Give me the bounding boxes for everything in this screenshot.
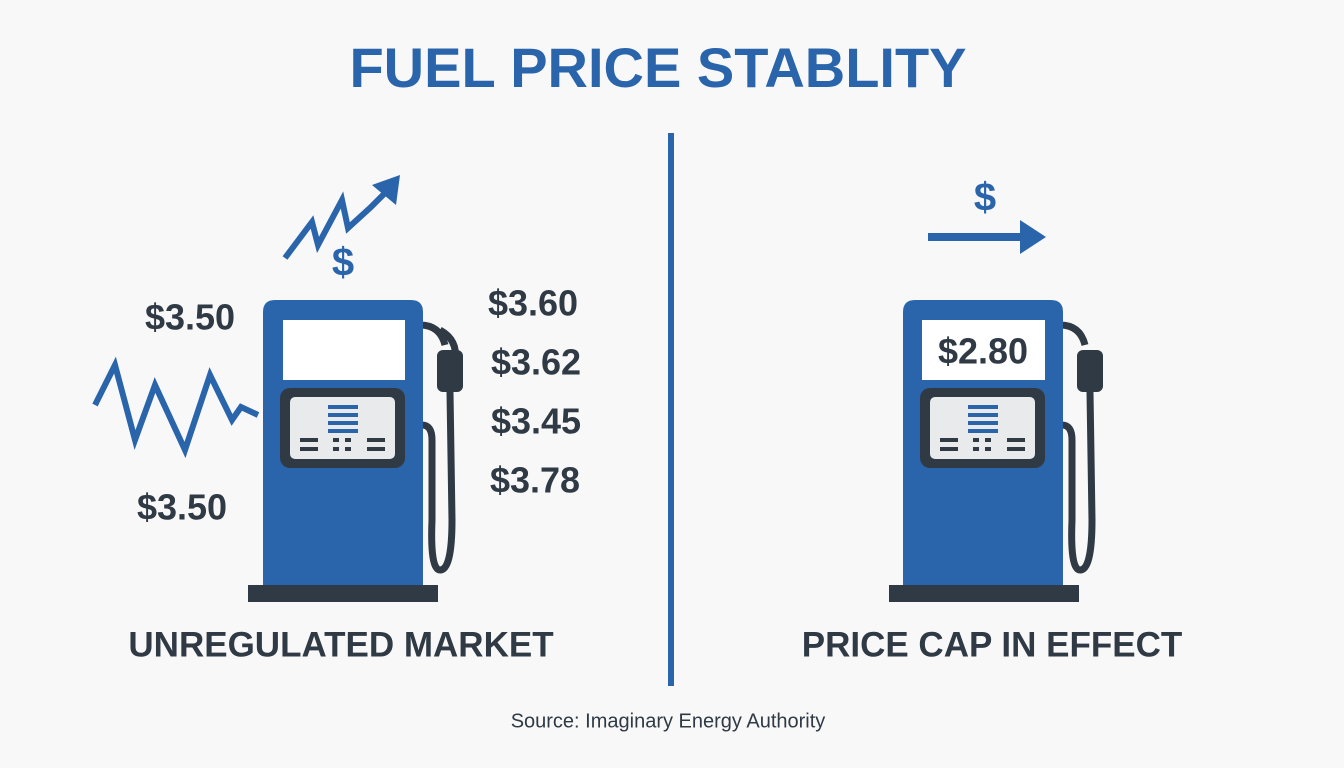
dollar-icon: $	[974, 176, 996, 220]
price: $3.60	[488, 283, 578, 324]
price: $3.50	[145, 297, 235, 338]
dollar-icon: $	[332, 241, 354, 285]
rising-arrow	[282, 190, 388, 260]
arrow-head	[1020, 220, 1046, 254]
left-pump	[248, 300, 463, 602]
arrow-head	[372, 175, 400, 205]
price: $3.45	[491, 401, 581, 442]
price: $3.50	[137, 487, 227, 528]
panel-label: PRICE CAP IN EFFECT	[802, 625, 1183, 664]
volatility-line	[92, 356, 260, 459]
title: FUEL PRICE STABLITY	[349, 36, 966, 99]
capped-price: $2.80	[938, 331, 1028, 372]
price: $3.78	[490, 460, 580, 501]
right-pump	[889, 300, 1103, 602]
source: Source: Imaginary Energy Authority	[511, 710, 826, 732]
panel-label: UNREGULATED MARKET	[128, 625, 553, 664]
price: $3.62	[491, 342, 581, 383]
